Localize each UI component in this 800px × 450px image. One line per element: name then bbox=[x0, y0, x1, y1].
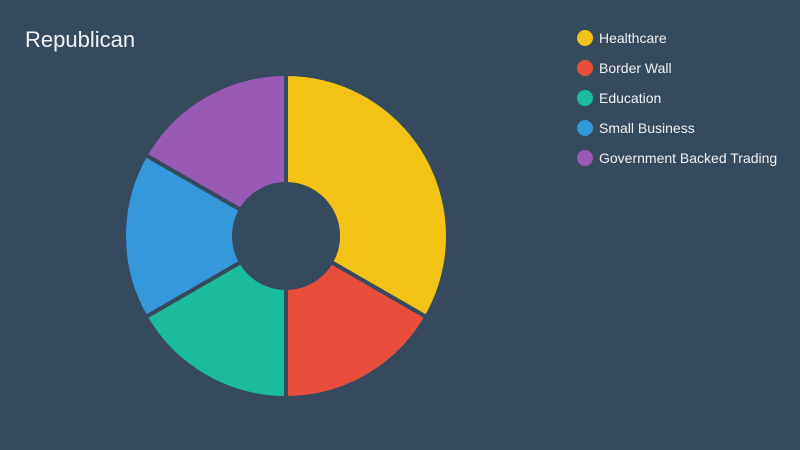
donut-slice-border-wall[interactable] bbox=[284, 259, 430, 401]
donut-slice-education[interactable] bbox=[142, 259, 288, 401]
legend-label: Healthcare bbox=[599, 30, 667, 46]
legend-item-government-backed-trading[interactable]: Government Backed Trading bbox=[577, 143, 777, 173]
donut-slice-small-business[interactable] bbox=[122, 152, 244, 320]
donut-slice-government-backed-trading[interactable] bbox=[142, 71, 288, 213]
legend-swatch-icon bbox=[577, 60, 593, 76]
donut-slice-healthcare[interactable] bbox=[284, 71, 450, 320]
legend-item-small-business[interactable]: Small Business bbox=[577, 113, 777, 143]
legend-swatch-icon bbox=[577, 150, 593, 166]
chart-title: Republican bbox=[25, 27, 136, 52]
chart-legend: Healthcare Border Wall Education Small Busi… bbox=[577, 23, 777, 173]
legend-swatch-icon bbox=[577, 90, 593, 106]
legend-item-border-wall[interactable]: Border Wall bbox=[577, 53, 777, 83]
legend-label: Small Business bbox=[599, 120, 695, 136]
legend-swatch-icon bbox=[577, 30, 593, 46]
legend-label: Education bbox=[599, 90, 662, 106]
legend-label: Border Wall bbox=[599, 60, 672, 76]
legend-swatch-icon bbox=[577, 120, 593, 136]
legend-item-education[interactable]: Education bbox=[577, 83, 777, 113]
legend-item-healthcare[interactable]: Healthcare bbox=[577, 23, 777, 53]
legend-label: Government Backed Trading bbox=[599, 150, 778, 166]
